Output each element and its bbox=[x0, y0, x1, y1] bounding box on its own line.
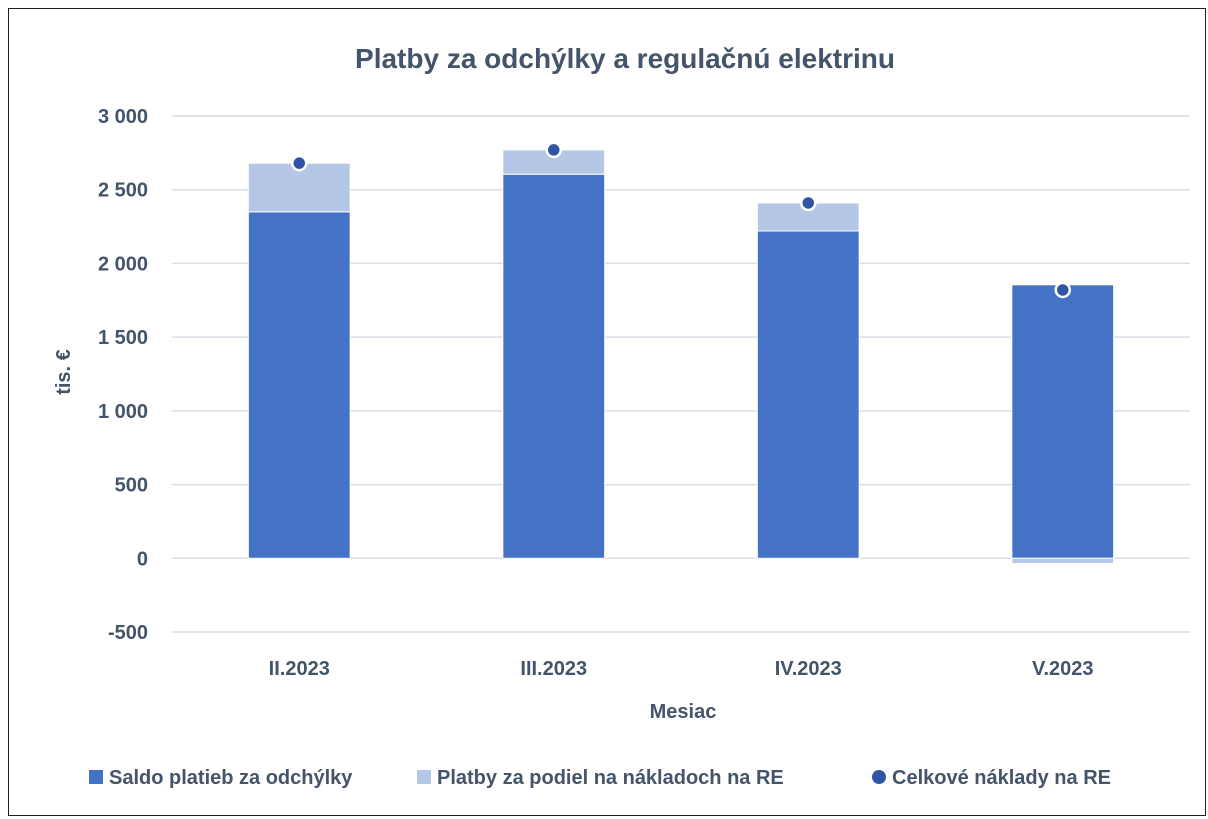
chart-frame bbox=[8, 8, 1206, 816]
bar-segment bbox=[1011, 557, 1115, 564]
x-tick-label: III.2023 bbox=[520, 658, 587, 680]
x-axis-label: Mesiac bbox=[650, 701, 717, 723]
x-tick-label: IV.2023 bbox=[775, 658, 842, 680]
y-tick-label: 500 bbox=[115, 475, 148, 497]
bar-segment bbox=[247, 211, 351, 559]
data-point-marker bbox=[800, 194, 817, 212]
y-tick-label: 2 000 bbox=[98, 253, 148, 275]
legend-marker-swatch bbox=[872, 770, 886, 784]
legend: Saldo platieb za odchýlky Platby za podie… bbox=[89, 767, 1111, 789]
y-tick-label: 1 000 bbox=[98, 401, 148, 423]
legend-label: Saldo platieb za odchýlky bbox=[109, 767, 353, 789]
legend-label: Celkové náklady na RE bbox=[892, 767, 1111, 789]
legend-swatch bbox=[89, 770, 103, 784]
y-tick-label: 1 500 bbox=[98, 327, 148, 349]
x-tick-label: II.2023 bbox=[269, 658, 330, 680]
y-tick-label: 2 500 bbox=[98, 180, 148, 202]
y-tick-label: 0 bbox=[137, 548, 148, 570]
data-point-marker bbox=[1054, 281, 1071, 299]
bar-segment bbox=[502, 173, 606, 559]
y-tick-label: 3 000 bbox=[98, 106, 148, 128]
bar-segment bbox=[756, 230, 860, 559]
x-tick-label: V.2023 bbox=[1032, 658, 1094, 680]
legend-swatch bbox=[417, 770, 431, 784]
bars bbox=[247, 149, 1115, 564]
markers bbox=[291, 141, 1071, 299]
y-tick-label: -500 bbox=[108, 622, 148, 644]
y-axis-label: tis. € bbox=[53, 349, 75, 395]
data-point-marker bbox=[291, 154, 308, 172]
chart-title: Platby za odchýlky a regulačnú elektrinu bbox=[355, 43, 895, 74]
y-axis-ticks: 3 000 2 500 2 000 1 500 1 000 500 0 -500 bbox=[98, 106, 148, 644]
data-point-marker bbox=[545, 141, 562, 159]
x-axis-ticks: II.2023 III.2023 IV.2023 V.2023 bbox=[269, 658, 1094, 680]
bar-segment bbox=[1011, 284, 1115, 559]
legend-label: Platby za podiel na nákladoch na RE bbox=[437, 767, 784, 789]
